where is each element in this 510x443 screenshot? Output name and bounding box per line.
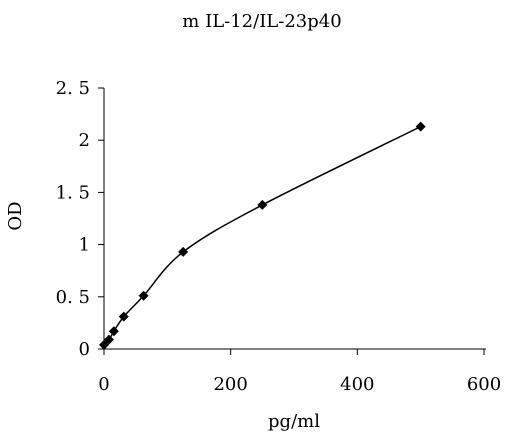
data-point — [99, 339, 109, 350]
data-point — [138, 290, 149, 301]
y-tick-label: 2 — [79, 130, 90, 151]
data-point — [108, 326, 119, 337]
x-tick-label: 600 — [467, 374, 501, 395]
y-tick-label: 1 — [79, 235, 90, 256]
data-point — [103, 334, 114, 345]
x-tick-label: 0 — [98, 374, 109, 395]
plot-area — [99, 121, 426, 350]
x-tick-label: 200 — [213, 374, 247, 395]
y-axis-label: OD — [5, 201, 26, 230]
y-tick-label: 0. 5 — [56, 287, 90, 308]
x-axis-label: pg/ml — [268, 411, 320, 432]
y-ticks: 0 0. 5 1 1. 5 2 2. 5 — [56, 78, 104, 360]
data-point — [118, 311, 129, 322]
chart-title: m IL-12/IL-23p40 — [182, 11, 341, 32]
data-point — [415, 121, 426, 132]
data-point — [178, 246, 189, 257]
y-tick-label: 2. 5 — [56, 78, 90, 99]
y-tick-label: 0 — [79, 339, 90, 360]
x-ticks: 0 200 400 600 — [98, 349, 501, 395]
data-point — [257, 199, 268, 210]
y-tick-label: 1. 5 — [56, 182, 90, 203]
x-tick-label: 400 — [340, 374, 374, 395]
series-line — [103, 125, 421, 346]
